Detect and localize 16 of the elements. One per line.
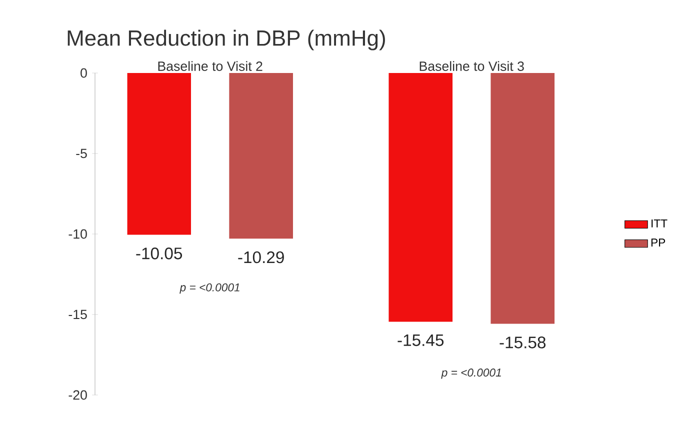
legend-label: ITT <box>652 220 668 228</box>
x-tick-label: Baseline to Visit 3 <box>420 61 524 71</box>
data-label: -10.29 <box>238 251 284 264</box>
y-tick-label: -5 <box>76 148 87 158</box>
annotation: p = <0.0001 <box>441 368 501 379</box>
y-tick-label: -15 <box>68 310 87 320</box>
data-label: -15.45 <box>398 334 444 346</box>
x-tick-label: Baseline to Visit 2 <box>158 61 262 71</box>
y-tick-label: -20 <box>68 390 87 400</box>
y-tick-label: -10 <box>68 229 87 239</box>
data-label: -15.58 <box>500 336 546 348</box>
annotation: p = <0.0001 <box>180 283 240 294</box>
legend-label: PP <box>651 238 666 246</box>
chart-title: Mean Reduction in DBP (mmHg) <box>68 30 385 50</box>
data-label: -10.05 <box>136 248 182 260</box>
y-tick-label: 0 <box>80 68 87 78</box>
